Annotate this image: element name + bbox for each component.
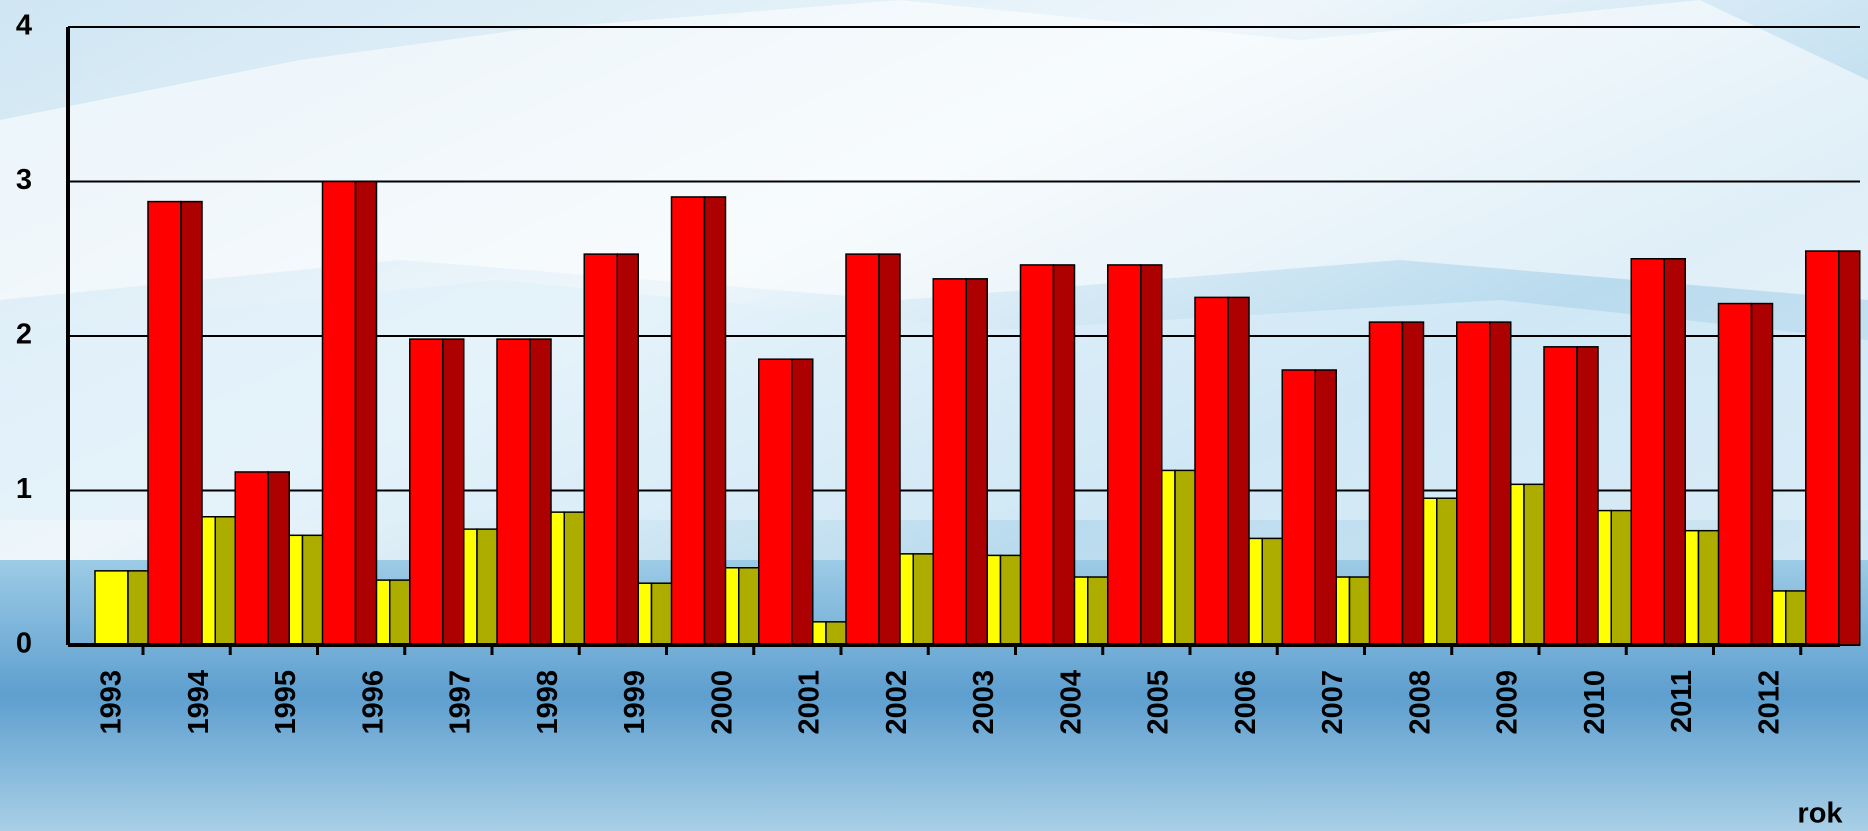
bar bbox=[147, 200, 182, 646]
iceberg bbox=[0, 0, 1868, 300]
x-tick-label: 2008 bbox=[1404, 670, 1436, 735]
x-tick-label: 2010 bbox=[1579, 670, 1611, 735]
bar-side bbox=[878, 253, 901, 646]
bar-side bbox=[354, 180, 378, 646]
bar-side bbox=[616, 253, 639, 646]
x-tick-label: 2009 bbox=[1492, 670, 1524, 735]
x-tick-label: 1997 bbox=[445, 670, 477, 735]
bar-side bbox=[1576, 346, 1599, 646]
bar-side bbox=[1785, 590, 1808, 646]
bar-side bbox=[1750, 302, 1774, 646]
bar-side bbox=[529, 338, 552, 646]
bar-side bbox=[389, 579, 412, 646]
bar-side bbox=[563, 511, 586, 646]
bar-side bbox=[1663, 258, 1686, 646]
bar-side bbox=[650, 582, 674, 646]
bar-side bbox=[1261, 537, 1284, 646]
bar bbox=[409, 338, 444, 646]
bar bbox=[583, 253, 618, 646]
x-tick-label: 1999 bbox=[619, 670, 651, 735]
bar-side bbox=[825, 621, 848, 646]
bar-side bbox=[912, 553, 935, 646]
x-tick-label: 2002 bbox=[881, 670, 913, 735]
bar-side bbox=[1140, 264, 1163, 646]
bar bbox=[1456, 321, 1491, 646]
bar bbox=[1019, 264, 1055, 646]
bar-side bbox=[301, 534, 325, 646]
x-tick-label: 1998 bbox=[532, 670, 564, 735]
bar-side bbox=[1227, 296, 1250, 646]
bar bbox=[496, 338, 531, 646]
bar-side bbox=[1348, 576, 1372, 646]
bar bbox=[1717, 302, 1753, 646]
bar-side bbox=[1052, 264, 1076, 646]
x-tick-label: 2000 bbox=[706, 670, 738, 735]
y-tick-label: 3 bbox=[16, 164, 32, 196]
bar-side bbox=[476, 528, 499, 646]
bar bbox=[234, 471, 269, 646]
x-tick-label: 2001 bbox=[794, 670, 826, 735]
bar-side bbox=[738, 567, 761, 646]
bar-side bbox=[965, 278, 988, 646]
bar bbox=[1805, 250, 1840, 646]
bar-side bbox=[1314, 369, 1337, 646]
x-tick-label: 1995 bbox=[270, 670, 302, 735]
bar-side bbox=[1523, 483, 1546, 646]
x-tick-label: 2005 bbox=[1143, 670, 1175, 735]
bar-side bbox=[1610, 509, 1633, 646]
x-tick-label: 2006 bbox=[1230, 670, 1262, 735]
bar-side bbox=[1838, 250, 1861, 646]
bar bbox=[1107, 264, 1142, 646]
x-tick-label: 1994 bbox=[183, 670, 215, 735]
x-tick-label: 2007 bbox=[1317, 670, 1349, 735]
x-tick-label: 2012 bbox=[1753, 670, 1785, 735]
bar-side bbox=[791, 358, 814, 646]
bar bbox=[1630, 258, 1665, 646]
bar-side bbox=[267, 471, 290, 646]
bar-side bbox=[442, 338, 465, 646]
x-tick-label: 2004 bbox=[1055, 670, 1087, 735]
bar bbox=[758, 358, 793, 646]
bar-side bbox=[1174, 469, 1197, 646]
bar bbox=[94, 570, 129, 646]
bar bbox=[1543, 346, 1578, 646]
bar bbox=[1368, 321, 1404, 646]
bar-side bbox=[180, 200, 203, 646]
bar-side bbox=[1489, 321, 1512, 646]
bar-side bbox=[1087, 576, 1110, 646]
bar-side bbox=[214, 516, 237, 646]
y-tick-label: 1 bbox=[16, 473, 32, 505]
bar-side bbox=[1697, 529, 1721, 646]
x-tick-label: 2011 bbox=[1666, 670, 1698, 733]
bar bbox=[1194, 296, 1229, 646]
bar-side bbox=[1436, 497, 1459, 646]
bar-side bbox=[1401, 321, 1425, 646]
x-tick-label: 1996 bbox=[357, 670, 389, 735]
y-tick-label: 2 bbox=[16, 319, 32, 351]
y-tick-label: 4 bbox=[16, 10, 32, 42]
bar bbox=[932, 278, 967, 646]
bar bbox=[1281, 369, 1316, 646]
bar-side bbox=[999, 554, 1023, 646]
x-tick-label: 2003 bbox=[968, 670, 1000, 735]
y-tick-label: 0 bbox=[16, 628, 32, 660]
x-tick-label: 1993 bbox=[96, 670, 128, 735]
x-axis-label: rok bbox=[1797, 798, 1843, 830]
bar bbox=[321, 180, 357, 646]
bar-side bbox=[703, 196, 727, 646]
bar-side bbox=[127, 570, 150, 646]
bar bbox=[670, 196, 706, 646]
bar bbox=[845, 253, 880, 646]
